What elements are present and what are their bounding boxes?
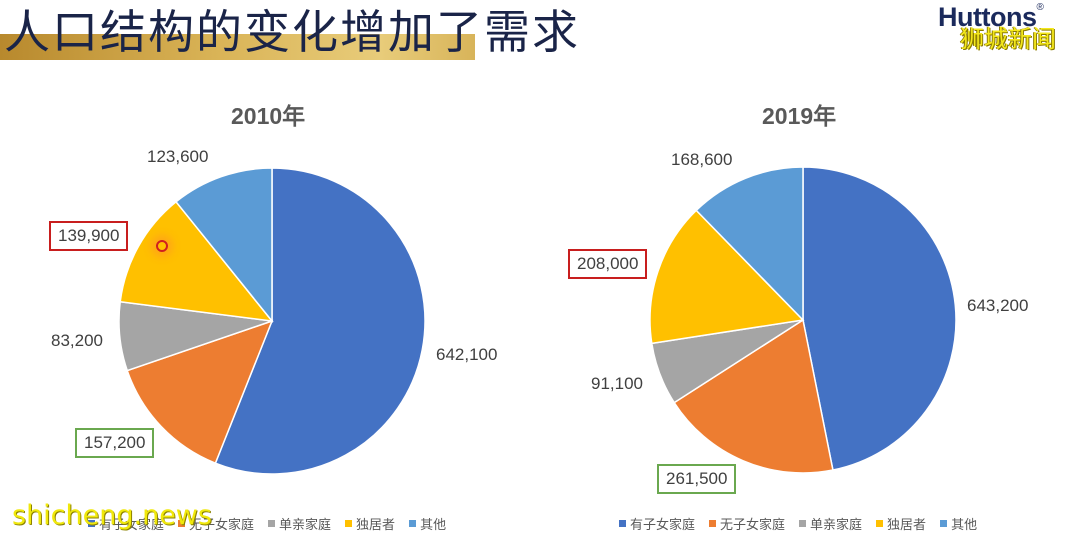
- legend-item: 单亲家庭: [799, 514, 862, 533]
- legend-2019: 有子女家庭 无子女家庭 单亲家庭 独居者 其他: [619, 514, 977, 533]
- slice-others: [695, 166, 804, 322]
- legend-item: 独居者: [876, 514, 926, 533]
- swatch-icon: [178, 520, 186, 527]
- legend-item: 其他: [940, 514, 977, 533]
- title-underline-band: [0, 34, 475, 60]
- legend-item: 无子女家庭: [178, 514, 254, 533]
- brand-name: Huttons: [938, 2, 1037, 32]
- swatch-icon: [88, 520, 95, 527]
- label-2010-single-parent: 83,200: [51, 331, 103, 350]
- swatch-icon: [799, 520, 807, 527]
- slice-living-alone: [649, 209, 805, 345]
- legend-item: 其他: [409, 514, 446, 533]
- legend-label: 独居者: [887, 518, 927, 533]
- label-2010-with-children: 642,100: [436, 345, 498, 364]
- legend-label: 有子女家庭: [99, 518, 165, 533]
- slice-without-children: [673, 318, 834, 474]
- swatch-icon: [268, 520, 276, 527]
- label-2019-others: 168,600: [671, 150, 733, 169]
- pie-chart-2010: [118, 167, 426, 475]
- label-2019-with-children: 643,200: [967, 296, 1029, 315]
- brand-logo: Huttons®: [938, 2, 1044, 33]
- page-title: 人口结构的变化增加了需求: [4, 5, 580, 59]
- slice-with-children: [214, 167, 426, 475]
- registered-mark: ®: [1036, 2, 1044, 13]
- swatch-icon: [345, 520, 353, 527]
- legend-item: 单亲家庭: [268, 514, 331, 533]
- watermark-top: 狮城新闻: [960, 25, 1056, 53]
- legend-label: 独居者: [356, 518, 396, 533]
- swatch-icon: [940, 520, 948, 527]
- legend-label: 有子女家庭: [630, 518, 696, 533]
- pie-chart-2019: [649, 166, 957, 474]
- legend-item: 有子女家庭: [619, 514, 695, 533]
- legend-label: 单亲家庭: [810, 518, 863, 533]
- chart-2010-title: 2010年: [231, 103, 306, 129]
- label-2019-without-children: 261,500: [657, 464, 737, 494]
- label-2010-living-alone: 139,900: [49, 221, 129, 251]
- legend-item: 无子女家庭: [709, 514, 785, 533]
- legend-label: 无子女家庭: [189, 518, 255, 533]
- slice-others: [175, 167, 273, 324]
- label-2019-single-parent: 91,100: [591, 374, 643, 393]
- swatch-icon: [619, 520, 626, 527]
- label-2019-living-alone: 208,000: [568, 249, 648, 279]
- legend-label: 单亲家庭: [279, 518, 332, 533]
- swatch-icon: [709, 520, 717, 527]
- watermark-bottom: shicheng.news: [12, 500, 212, 531]
- slice-with-children: [802, 166, 957, 471]
- slice-without-children: [126, 319, 274, 465]
- slice-living-alone: [119, 200, 274, 322]
- label-2010-without-children: 157,200: [75, 428, 155, 458]
- cursor-highlight: [156, 240, 168, 252]
- legend-label: 其他: [951, 518, 978, 533]
- chart-2019-title: 2019年: [762, 103, 837, 129]
- legend-2010: 有子女家庭 无子女家庭 单亲家庭 独居者 其他: [88, 514, 446, 533]
- legend-label: 无子女家庭: [720, 518, 786, 533]
- legend-item: 独居者: [345, 514, 395, 533]
- legend-label: 其他: [420, 518, 447, 533]
- legend-item: 有子女家庭: [88, 514, 164, 533]
- label-2010-others: 123,600: [147, 147, 209, 166]
- swatch-icon: [409, 520, 417, 527]
- swatch-icon: [876, 520, 884, 527]
